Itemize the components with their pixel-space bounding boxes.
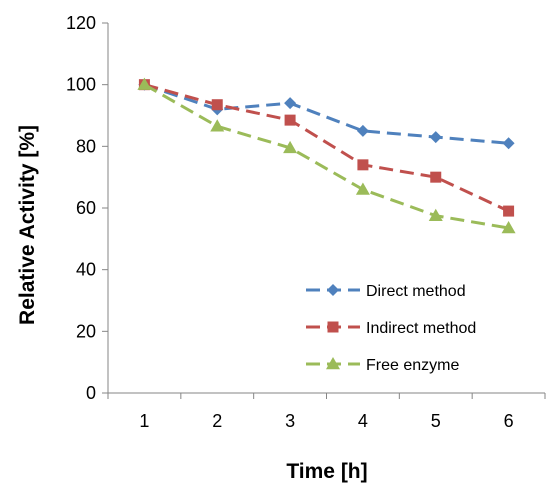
x-tick-label: 5 (431, 411, 441, 431)
series-2 (138, 79, 515, 217)
legend: Direct method Indirect method Free enzyme (306, 283, 476, 374)
series-layer (137, 77, 516, 234)
data-point (284, 114, 296, 126)
data-point (429, 131, 442, 144)
data-point (503, 205, 515, 217)
y-tick-label: 60 (76, 198, 96, 218)
y-tick-label: 40 (76, 260, 96, 280)
y-tick-label: 80 (76, 136, 96, 156)
legend-label: Free enzyme (366, 357, 459, 374)
x-tick-label: 2 (212, 411, 222, 431)
data-point (357, 159, 369, 171)
data-point (283, 140, 298, 154)
y-axis-title: Relative Activity [%] (16, 125, 39, 325)
data-point (355, 182, 370, 195)
y-axis-ticks: 0 20 40 60 80 100 120 (66, 13, 108, 403)
legend-swatch-marker (327, 284, 339, 296)
series-line (144, 83, 510, 213)
series-1 (138, 78, 515, 150)
x-tick-label: 1 (139, 411, 149, 431)
chart-axes (107, 23, 545, 394)
y-tick-label: 0 (86, 383, 96, 403)
x-tick-label: 3 (285, 411, 295, 431)
legend-item: Indirect method (306, 320, 476, 337)
data-point (211, 99, 223, 111)
x-tick-label: 4 (358, 411, 368, 431)
data-point (210, 119, 225, 132)
x-axis-ticks: 1 2 3 4 5 6 (107, 393, 546, 431)
legend-label: Indirect method (366, 320, 476, 337)
x-axis-title: Time [h] (286, 460, 367, 483)
series-3 (137, 77, 516, 234)
legend-swatch-marker (327, 321, 339, 333)
data-point (501, 221, 516, 234)
legend-swatch-marker (326, 357, 340, 370)
y-tick-label: 120 (66, 13, 96, 33)
x-tick-label: 6 (504, 411, 514, 431)
data-point (430, 171, 442, 183)
data-point (428, 208, 443, 221)
data-point (502, 137, 515, 150)
y-tick-label: 20 (76, 321, 96, 341)
data-point (137, 77, 152, 90)
data-point (284, 97, 297, 110)
y-tick-label: 100 (66, 75, 96, 95)
legend-label: Direct method (366, 283, 466, 300)
series-line (143, 83, 509, 145)
legend-item: Free enzyme (306, 357, 459, 374)
series-line (143, 83, 509, 230)
legend-item: Direct method (306, 283, 466, 300)
data-point (356, 124, 369, 137)
